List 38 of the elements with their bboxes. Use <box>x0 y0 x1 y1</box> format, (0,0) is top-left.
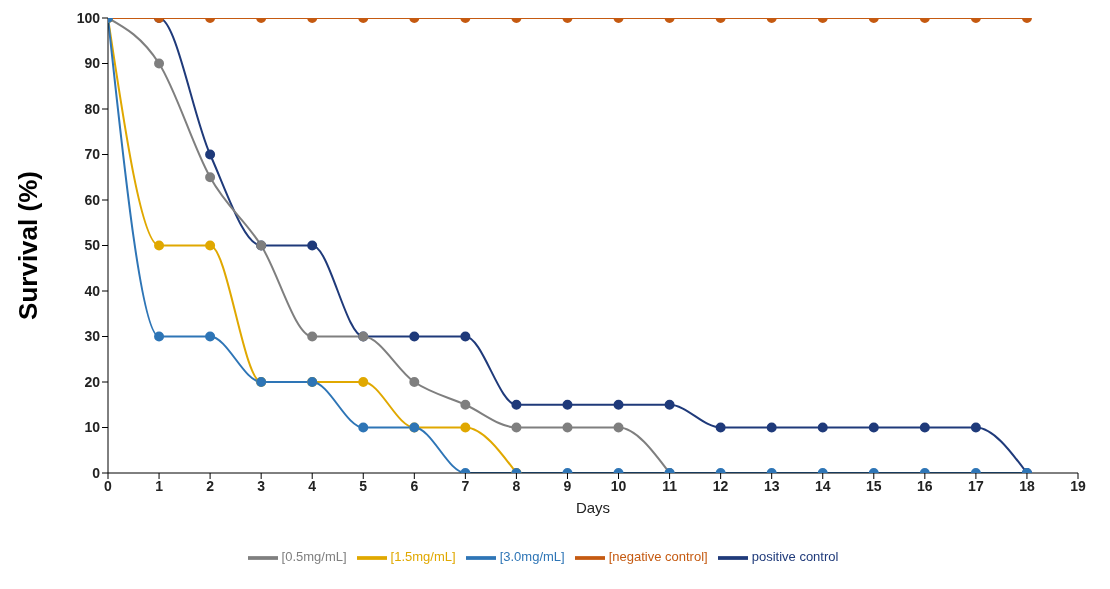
y-tick-label: 60 <box>84 191 101 208</box>
y-tick-label: 50 <box>84 237 101 254</box>
x-tick-label: 14 <box>814 477 831 494</box>
x-tick-label: 17 <box>968 477 984 494</box>
x-tick-label: 11 <box>662 477 678 494</box>
x-tick-label: 1 <box>155 477 164 494</box>
x-tick-label: 16 <box>917 477 933 494</box>
y-tick-label: 100 <box>76 9 101 26</box>
y-tick-label: 10 <box>84 419 101 436</box>
legend-label: [negative control] <box>608 549 708 565</box>
x-tick-label: 9 <box>563 477 572 494</box>
x-tick-label: 7 <box>461 477 470 494</box>
x-tick-label: 8 <box>512 477 521 494</box>
y-tick-label: 70 <box>84 146 101 163</box>
x-tick-label: 10 <box>610 477 627 494</box>
y-tick-label: 30 <box>84 328 101 345</box>
x-tick-label: 12 <box>712 477 729 494</box>
legend-label: [0.5mg/mL] <box>281 549 347 565</box>
x-tick-label: 6 <box>410 477 419 494</box>
x-tick-label: 4 <box>308 477 317 494</box>
x-tick-label: 3 <box>257 477 266 494</box>
y-tick-label: 20 <box>84 373 101 390</box>
x-tick-label: 19 <box>1070 477 1086 494</box>
x-tick-label: 2 <box>206 477 215 494</box>
x-tick-label: 15 <box>866 477 882 494</box>
y-tick-label: 90 <box>84 55 101 72</box>
y-tick-label: 40 <box>84 282 101 299</box>
y-tick-label: 80 <box>84 100 101 117</box>
x-tick-label: 13 <box>763 477 780 494</box>
legend-label: positive control <box>751 549 839 565</box>
x-tick-label: 5 <box>359 477 368 494</box>
legend-label: [3.0mg/mL] <box>499 549 565 565</box>
x-tick-label: 18 <box>1019 477 1035 494</box>
y-tick-label: 0 <box>92 464 101 481</box>
x-tick-label: 0 <box>104 477 113 494</box>
x-axis-title: Days <box>575 499 611 516</box>
y-axis-title: Survival (%) <box>13 171 44 320</box>
legend-label: [1.5mg/mL] <box>390 549 456 565</box>
